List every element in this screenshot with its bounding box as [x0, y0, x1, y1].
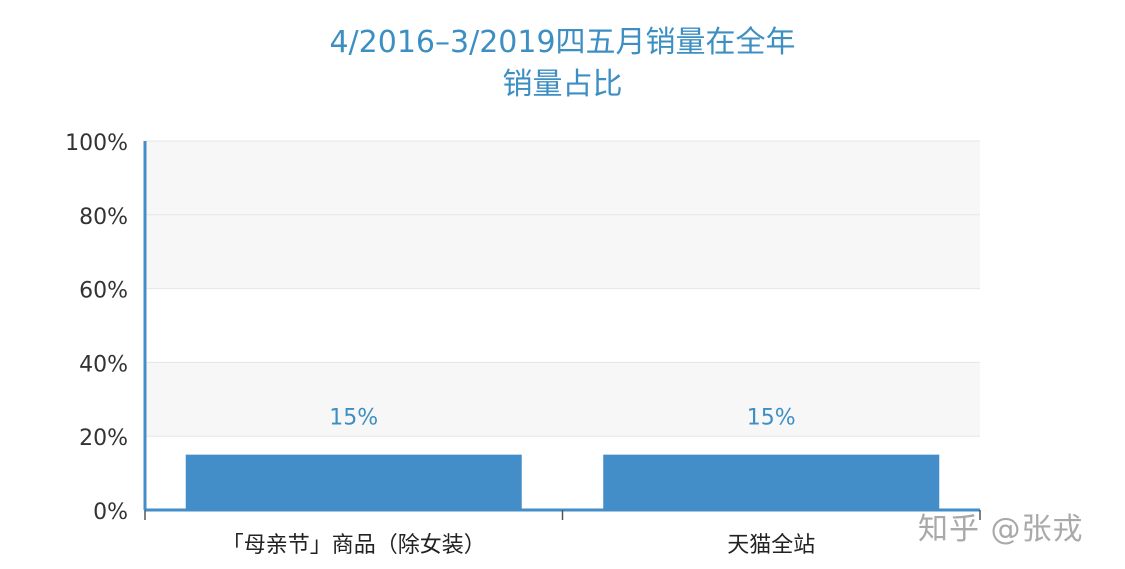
data-label: 15% [747, 406, 796, 431]
grid-band [145, 362, 980, 437]
y-tick-label: 40% [79, 352, 128, 377]
y-tick-label: 0% [93, 500, 128, 525]
grid-band [145, 214, 980, 289]
watermark: 知乎 @张戎 [918, 512, 1084, 547]
x-tick-label: 「母亲节」商品（除女装） [222, 533, 486, 558]
grid-band [145, 141, 980, 215]
y-tick-label: 100% [65, 131, 128, 156]
y-tick-label: 20% [79, 426, 128, 451]
chart-subtitle: 销量占比 [502, 67, 623, 102]
bar [603, 454, 940, 510]
x-tick-label: 天猫全站 [727, 533, 815, 558]
bar [185, 454, 522, 510]
chart-title: 4/2016–3/2019四五月销量在全年 [329, 25, 796, 60]
y-tick-label: 80% [79, 205, 128, 230]
y-tick-label: 60% [79, 279, 128, 304]
data-label: 15% [329, 406, 378, 431]
